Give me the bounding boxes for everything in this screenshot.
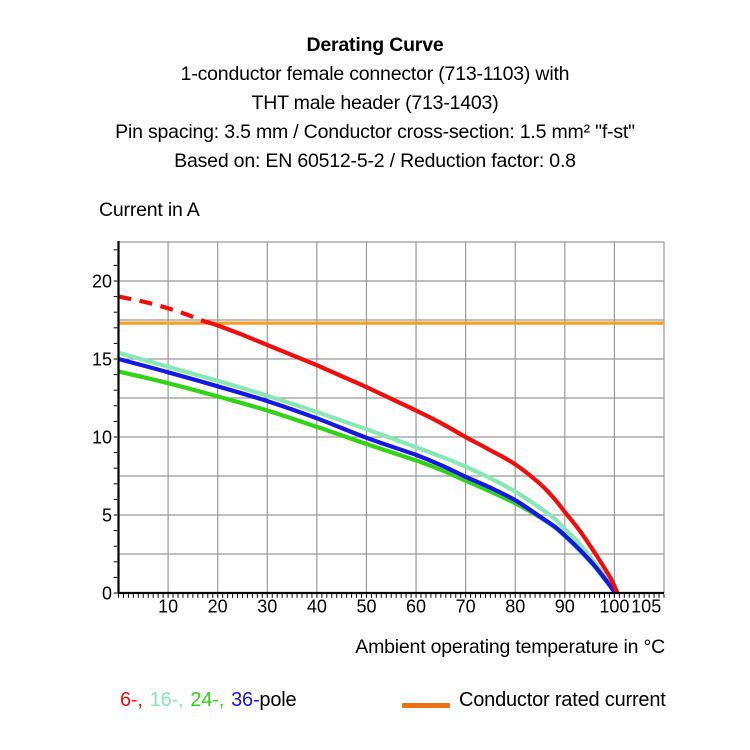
curve-36-pole [117, 356, 618, 595]
x-tick-label: 20 [208, 597, 228, 617]
chart-title-block: Derating Curve 1-conductor female connec… [0, 31, 750, 176]
x-axis-title: Ambient operating temperature in °C [355, 636, 665, 658]
x-tick-label: 10 [158, 597, 178, 617]
rated-current-label: Conductor rated current [459, 689, 666, 711]
rated-current-line-swatch [402, 703, 450, 708]
y-tick-label: 0 [102, 583, 112, 603]
y-tick-label: 5 [102, 505, 112, 525]
legend-pole-word: pole [259, 689, 297, 711]
x-tick-label: 60 [406, 597, 426, 617]
x-tick-label: 100 [599, 597, 629, 617]
curve-16-pole [117, 350, 618, 595]
legend-pole-6: 6-, [120, 689, 143, 711]
curve-6-pole-dashed [118, 294, 204, 323]
legend-pole-16: 16-, [149, 689, 184, 711]
y-axis-title: Current in A [99, 199, 200, 221]
chart-subtitle-line-2: THT male header (713-1403) [251, 92, 499, 114]
x-tick-label: 40 [307, 597, 327, 617]
x-tick-label: 90 [555, 597, 575, 617]
x-tick-label: 80 [505, 597, 525, 617]
curve-6-pole [202, 318, 620, 594]
y-tick-label: 10 [92, 427, 112, 447]
y-tick-label: 15 [92, 349, 112, 369]
chart-title: Derating Curve [306, 34, 444, 56]
legend-pole-36: 36- [231, 689, 260, 711]
legend-poles: 6-, 16-, 24-, 36-pole [120, 689, 297, 712]
x-tick-label: 70 [456, 597, 476, 617]
y-tick-label: 20 [92, 271, 112, 291]
chart-subtitle-line-3: Pin spacing: 3.5 mm / Conductor cross-se… [115, 121, 635, 143]
x-tick-label: 105 [631, 597, 661, 617]
chart-subtitle-line-4: Based on: EN 60512-5-2 / Reduction facto… [174, 150, 576, 172]
x-tick-label: 30 [257, 597, 277, 617]
x-tick-label: 50 [356, 597, 376, 617]
chart-subtitle-line-1: 1-conductor female connector (713-1103) … [180, 63, 570, 85]
legend-pole-24: 24-, [190, 689, 225, 711]
